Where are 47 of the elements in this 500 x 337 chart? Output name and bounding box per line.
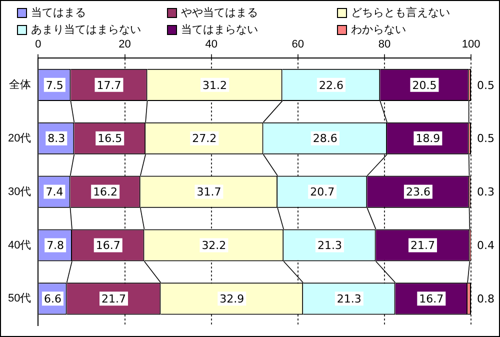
data-label: 8.3 <box>48 132 66 146</box>
legend-label: あまり当てはまらない <box>31 22 141 37</box>
data-label: 0.3 <box>477 186 494 199</box>
legend-label: 当てはまる <box>31 5 86 20</box>
data-label: 32.2 <box>202 239 226 252</box>
data-label: 16.2 <box>93 186 118 199</box>
data-label: 28.6 <box>312 132 338 146</box>
legend-label: 当てはまらない <box>181 22 258 37</box>
data-label: 16.7 <box>419 292 444 306</box>
data-label: 21.7 <box>102 292 126 306</box>
data-label: 6.6 <box>44 292 62 306</box>
y-tick-label: 50代 <box>8 292 32 305</box>
data-label: 32.9 <box>220 292 244 306</box>
data-label: 21.7 <box>410 239 435 252</box>
data-label: 18.9 <box>416 132 440 146</box>
data-label: 16.7 <box>96 239 120 252</box>
legend-label: わからない <box>351 22 406 37</box>
y-tick-label: 全体 <box>9 78 32 91</box>
data-label: 7.5 <box>46 78 64 92</box>
data-label: 0.4 <box>477 239 494 252</box>
legend-label: やや当てはまる <box>181 5 258 20</box>
data-label: 7.4 <box>46 186 64 199</box>
x-tick-label: 0 <box>35 38 42 51</box>
legend-label: どちらとも言えない <box>351 5 450 20</box>
data-label: 0.8 <box>477 292 494 306</box>
data-label: 21.3 <box>317 239 342 252</box>
y-tick-label: 30代 <box>8 186 32 198</box>
data-label: 7.8 <box>46 239 64 252</box>
data-label: 27.2 <box>192 132 217 146</box>
data-label: 20.5 <box>412 78 437 92</box>
y-tick-label: 20代 <box>8 132 32 144</box>
data-label: 16.5 <box>98 132 122 146</box>
x-tick-label: 20 <box>118 38 131 51</box>
x-tick-label: 100 <box>462 38 480 51</box>
data-label: 31.2 <box>202 78 228 92</box>
x-tick-label: 40 <box>205 38 218 51</box>
data-label: 31.7 <box>196 186 222 199</box>
x-tick-label: 80 <box>378 38 391 51</box>
data-label: 20.7 <box>310 186 335 199</box>
x-tick-label: 60 <box>292 38 304 51</box>
y-tick-label: 40代 <box>8 239 32 252</box>
data-label: 17.7 <box>96 78 122 92</box>
data-label: 0.5 <box>477 78 494 92</box>
data-label: 23.6 <box>406 186 430 199</box>
data-label: 0.5 <box>477 132 494 146</box>
data-label: 21.3 <box>336 292 362 306</box>
data-label: 22.6 <box>318 78 344 92</box>
